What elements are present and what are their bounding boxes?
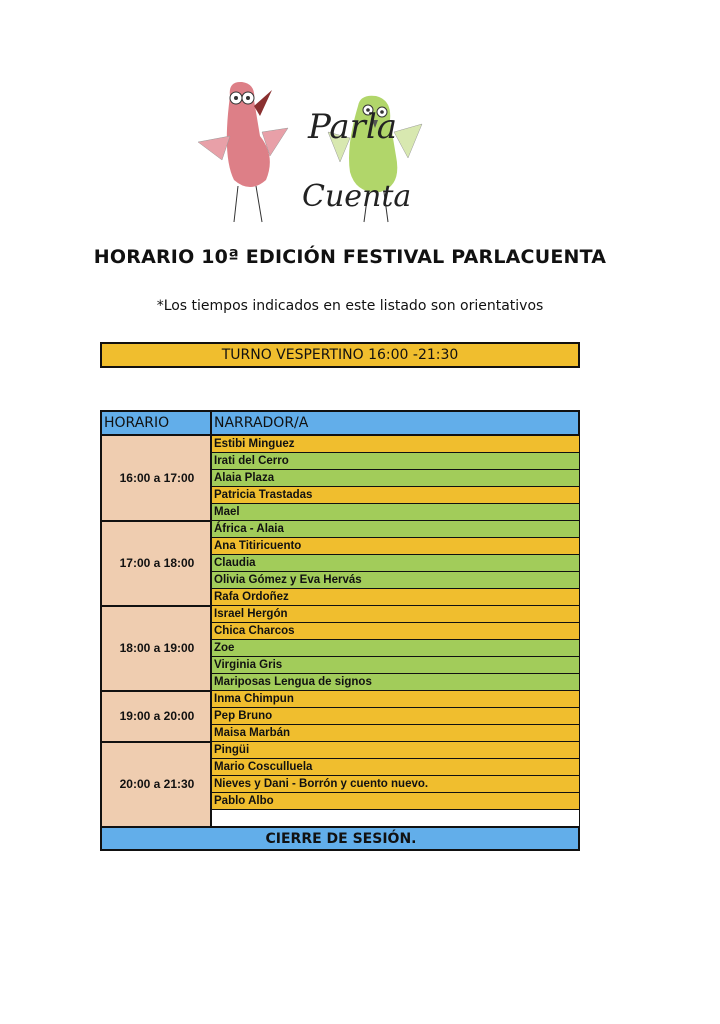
narrator-cell: Virginia Gris [210, 656, 580, 674]
narrator-cell: Alaia Plaza [210, 469, 580, 487]
table-row: 16:00 a 17:00 Estibi Minguez [100, 434, 580, 522]
table-row: 19:00 a 20:00 Inma Chimpun [100, 689, 580, 743]
narrator-cell: Chica Charcos [210, 622, 580, 640]
narrator-cell: Maisa Marbán [210, 724, 580, 742]
narrator-cell: Estibi Minguez [210, 434, 580, 453]
table-row: Claudia [101, 554, 580, 572]
narrator-cell: Ana Titiricuento [210, 537, 580, 555]
table-row: Irati del Cerro [101, 452, 580, 470]
table-row: Alaia Plaza [101, 469, 580, 487]
narrator-cell: Pep Bruno [210, 707, 580, 725]
schedule-table: HORARIO NARRADOR/A 16:00 a 17:00 Estibi M… [100, 410, 580, 851]
narrator-cell: Olivia Gómez y Eva Hervás [210, 571, 580, 589]
narrator-cell: Mario Cosculluela [210, 758, 580, 776]
table-row [101, 809, 580, 828]
logo-text-cuenta: Cuenta [302, 179, 411, 214]
time-slot-cell: 18:00 a 19:00 [100, 604, 212, 692]
narrator-cell: Inma Chimpun [210, 690, 580, 708]
time-slot-cell: 19:00 a 20:00 [100, 689, 212, 743]
narrator-cell: Irati del Cerro [210, 452, 580, 470]
green-bird-illustration [327, 95, 423, 223]
table-row: Pep Bruno [101, 707, 580, 725]
table-row: 18:00 a 19:00 Israel Hergón [100, 604, 580, 692]
narrator-cell: Patricia Trastadas [210, 486, 580, 504]
table-row: Nieves y Dani - Borrón y cuento nuevo. [101, 775, 580, 793]
table-row: Olivia Gómez y Eva Hervás [101, 571, 580, 589]
red-bird-illustration [197, 81, 289, 223]
schedule-note: *Los tiempos indicados en este listado s… [156, 298, 544, 314]
time-slot-cell: 20:00 a 21:30 [100, 740, 212, 828]
table-row: Pablo Albo [101, 792, 580, 810]
narrator-cell: Mariposas Lengua de signos [210, 673, 580, 691]
table-header-row: HORARIO NARRADOR/A [100, 410, 580, 436]
page-title: HORARIO 10ª EDICIÓN FESTIVAL PARLACUENTA [93, 246, 607, 268]
parlacuenta-logo: Parla Cuenta [197, 81, 423, 223]
closing-label: CIERRE DE SESIÓN. [100, 826, 580, 851]
table-row: Mael [101, 503, 580, 521]
narrator-cell: África - Alaia [210, 520, 580, 538]
time-slot-cell: 16:00 a 17:00 [100, 434, 212, 522]
table-row: 20:00 a 21:30 Pingüi [100, 740, 580, 828]
narrator-cell: Claudia [210, 554, 580, 572]
logo-text-parla: Parla [307, 107, 397, 147]
narrator-cell: Mael [210, 503, 580, 521]
narrator-cell [210, 809, 580, 828]
header-horario: HORARIO [100, 410, 212, 436]
narrator-cell: Israel Hergón [210, 605, 580, 623]
table-row: Rafa Ordoñez [101, 588, 580, 606]
header-narrador: NARRADOR/A [210, 410, 580, 436]
closing-row: CIERRE DE SESIÓN. [100, 826, 580, 851]
table-row: Patricia Trastadas [101, 486, 580, 504]
table-row: 17:00 a 18:00 África - Alaia [100, 519, 580, 607]
narrator-cell: Zoe [210, 639, 580, 657]
table-row: Ana Titiricuento [101, 537, 580, 555]
turno-banner: TURNO VESPERTINO 16:00 -21:30 [100, 342, 580, 368]
time-slot-cell: 17:00 a 18:00 [100, 519, 212, 607]
narrator-cell: Rafa Ordoñez [210, 588, 580, 606]
narrator-cell: Pablo Albo [210, 792, 580, 810]
narrator-cell: Pingüi [210, 741, 580, 759]
narrator-cell: Nieves y Dani - Borrón y cuento nuevo. [210, 775, 580, 793]
